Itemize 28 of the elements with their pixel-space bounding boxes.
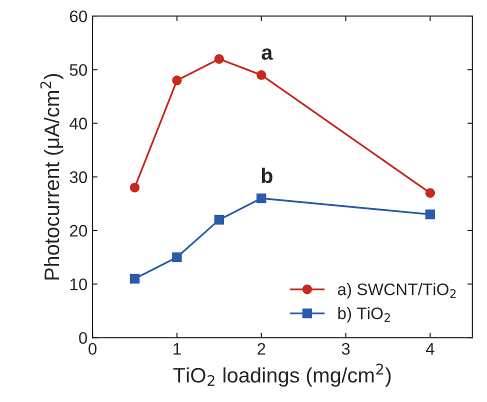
legend-label: a) SWCNT/TiO$_{2}$: [338, 283, 456, 299]
y-tick-label: 50: [70, 64, 88, 76]
point: [130, 274, 140, 284]
point: [130, 182, 140, 192]
x-axis-title: TiO$_{2}$ loadings (mg/cm$^{2}$): [173, 364, 391, 387]
point: [214, 214, 224, 225]
point: [172, 76, 182, 86]
y-tick-label: 60: [70, 10, 88, 22]
y-axis-title: Photocurrent (μA/cm$^{2}$): [40, 74, 64, 280]
point: [214, 54, 224, 64]
y-tick-label: 30: [70, 171, 88, 184]
x-tick-label: 3: [342, 342, 350, 355]
point: [256, 70, 266, 80]
point: [172, 252, 182, 262]
annotation: a: [262, 48, 273, 60]
point: [425, 188, 436, 198]
y-tick-label: 0: [79, 332, 88, 344]
point: [425, 210, 436, 220]
legend-label: b) TiO$_{2}$: [338, 307, 390, 323]
point: [256, 193, 266, 204]
x-tick-label: 0: [88, 342, 97, 355]
y-tick-label: 40: [70, 118, 88, 130]
x-tick-label: 2: [258, 342, 266, 355]
x-tick-label: 4: [426, 343, 434, 355]
annotation: b: [262, 168, 272, 184]
x-tick-label: 1: [174, 343, 181, 355]
y-tick-label: 10: [70, 278, 88, 290]
y-tick-label: 20: [70, 224, 88, 237]
